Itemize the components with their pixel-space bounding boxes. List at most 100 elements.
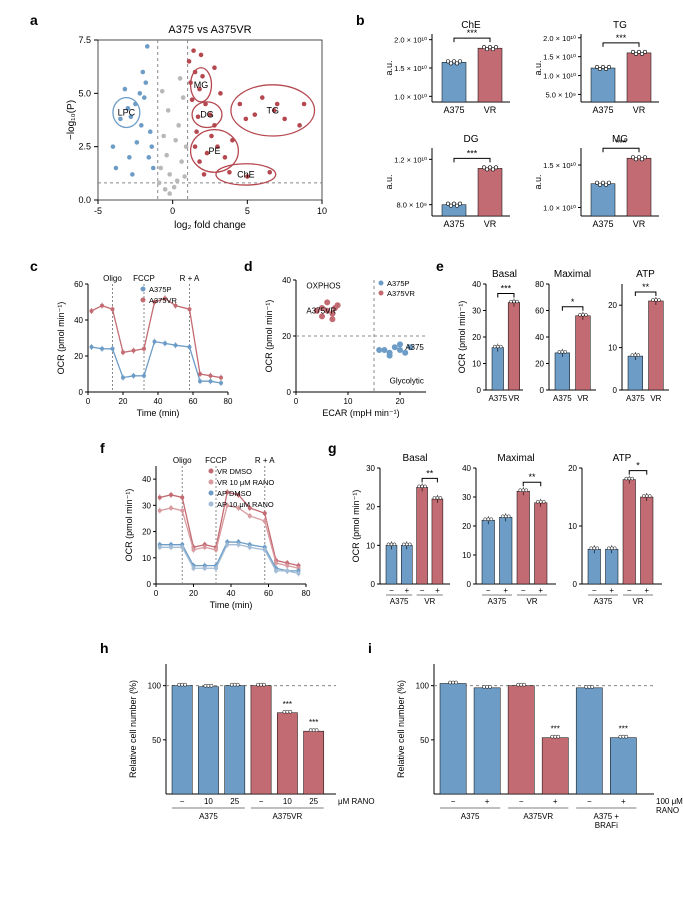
svg-text:A375: A375 — [443, 219, 464, 229]
svg-text:+: + — [553, 797, 558, 806]
svg-text:−: − — [259, 797, 264, 806]
svg-text:0: 0 — [170, 206, 175, 216]
svg-text:20: 20 — [119, 397, 128, 406]
svg-text:40: 40 — [535, 333, 544, 342]
svg-text:A375VR: A375VR — [387, 289, 416, 298]
svg-text:***: *** — [616, 33, 627, 43]
svg-text:A375: A375 — [553, 394, 572, 403]
svg-text:60: 60 — [264, 589, 273, 598]
svg-text:VR: VR — [508, 394, 519, 403]
svg-text:OXPHOS: OXPHOS — [306, 281, 340, 290]
svg-text:VR: VR — [484, 105, 497, 115]
svg-text:R + A: R + A — [180, 274, 200, 283]
panel-i-label: i — [368, 640, 372, 656]
svg-text:VR 10 μM RANO: VR 10 μM RANO — [217, 478, 274, 487]
svg-text:30: 30 — [472, 307, 481, 316]
svg-text:FCCP: FCCP — [133, 274, 155, 283]
svg-text:80: 80 — [302, 589, 311, 598]
panel-g-label: g — [328, 440, 337, 456]
svg-text:A375: A375 — [390, 597, 409, 606]
panel-e-label: e — [436, 258, 444, 274]
svg-text:**: ** — [426, 468, 434, 478]
svg-text:−: − — [389, 586, 394, 595]
svg-text:Relative cell number (%): Relative cell number (%) — [128, 680, 138, 778]
svg-text:A375: A375 — [592, 105, 613, 115]
svg-text:OCR (pmol min⁻¹): OCR (pmol min⁻¹) — [124, 489, 134, 562]
svg-text:80: 80 — [224, 397, 233, 406]
svg-text:2.0 × 10¹⁰: 2.0 × 10¹⁰ — [543, 34, 576, 43]
svg-text:***: *** — [467, 148, 478, 158]
svg-text:***: *** — [309, 718, 318, 727]
svg-text:0.0: 0.0 — [78, 195, 91, 205]
svg-text:A375: A375 — [594, 597, 613, 606]
svg-text:A375VR: A375VR — [523, 812, 553, 821]
svg-text:+: + — [538, 586, 543, 595]
svg-text:30: 30 — [462, 493, 471, 502]
svg-text:100 μM: 100 μM — [656, 797, 683, 806]
svg-text:0: 0 — [371, 580, 376, 589]
svg-text:RANO: RANO — [656, 806, 679, 815]
svg-text:A375: A375 — [488, 597, 507, 606]
svg-text:30: 30 — [142, 501, 151, 510]
svg-text:10: 10 — [317, 206, 327, 216]
svg-text:R + A: R + A — [255, 456, 275, 465]
svg-text:VR: VR — [633, 105, 646, 115]
svg-text:60: 60 — [535, 307, 544, 316]
svg-text:10: 10 — [366, 541, 375, 550]
svg-text:−: − — [519, 797, 524, 806]
svg-text:−: − — [451, 797, 456, 806]
svg-text:ChE: ChE — [237, 169, 255, 179]
svg-text:100: 100 — [416, 682, 430, 691]
svg-text:20: 20 — [396, 397, 405, 406]
svg-text:DG: DG — [200, 110, 214, 120]
svg-text:20: 20 — [568, 464, 577, 473]
svg-text:Time (min): Time (min) — [137, 408, 180, 418]
svg-text:20: 20 — [462, 522, 471, 531]
panel-g-grid: 0102030**BasalOCR (pmol min⁻¹)−+−+A375VR… — [350, 450, 670, 610]
svg-text:TG: TG — [266, 105, 279, 115]
panel-d-scatter: 0102002040OXPHOSGlycolyticA375VRA375ECAR… — [262, 268, 432, 418]
svg-text:A375: A375 — [592, 219, 613, 229]
svg-text:1.2 × 10¹⁰: 1.2 × 10¹⁰ — [394, 155, 427, 164]
svg-text:0: 0 — [79, 388, 84, 397]
svg-text:0: 0 — [573, 580, 578, 589]
panel-c-ocr: 0204060800204060OligoFCCPR + ATime (min)… — [54, 268, 234, 418]
svg-text:1.0 × 10¹⁰: 1.0 × 10¹⁰ — [394, 92, 427, 101]
svg-text:A375: A375 — [199, 812, 218, 821]
svg-text:MG: MG — [612, 134, 628, 145]
svg-text:VR: VR — [650, 394, 661, 403]
svg-text:−: − — [521, 586, 526, 595]
svg-text:40: 40 — [154, 397, 163, 406]
svg-text:a.u.: a.u. — [384, 60, 394, 75]
svg-text:2.5: 2.5 — [78, 142, 91, 152]
svg-text:0: 0 — [540, 386, 545, 395]
svg-text:A375: A375 — [488, 394, 507, 403]
svg-text:20: 20 — [282, 332, 291, 341]
svg-text:80: 80 — [535, 280, 544, 289]
svg-text:Relative cell number (%): Relative cell number (%) — [396, 680, 406, 778]
svg-text:μM RANO: μM RANO — [338, 797, 375, 806]
svg-text:A375P: A375P — [149, 285, 172, 294]
svg-text:a.u.: a.u. — [533, 174, 543, 189]
svg-text:25: 25 — [230, 797, 239, 806]
svg-text:10: 10 — [344, 397, 353, 406]
svg-text:**: ** — [642, 282, 650, 292]
svg-text:Maximal: Maximal — [554, 269, 591, 280]
svg-text:A375P: A375P — [387, 279, 410, 288]
svg-text:10: 10 — [142, 554, 151, 563]
svg-text:Oligo: Oligo — [173, 456, 192, 465]
svg-text:Basal: Basal — [492, 269, 517, 280]
svg-text:*: * — [636, 461, 640, 471]
panel-e-grid: 010203040***BasalOCR (pmol min⁻¹)A375VR0… — [456, 266, 676, 416]
svg-text:VR: VR — [424, 597, 435, 606]
svg-text:5.0 × 10⁹: 5.0 × 10⁹ — [545, 90, 576, 99]
panel-i-bars: 50100−+−***+−***+A375A375VRA375 +BRAFi10… — [392, 654, 662, 844]
svg-text:Basal: Basal — [402, 453, 427, 464]
svg-text:40: 40 — [227, 589, 236, 598]
svg-text:TG: TG — [613, 20, 627, 31]
svg-text:20: 20 — [472, 333, 481, 342]
svg-text:25: 25 — [309, 797, 318, 806]
svg-text:VR: VR — [633, 219, 646, 229]
svg-text:0: 0 — [287, 388, 292, 397]
svg-text:20: 20 — [608, 301, 617, 310]
